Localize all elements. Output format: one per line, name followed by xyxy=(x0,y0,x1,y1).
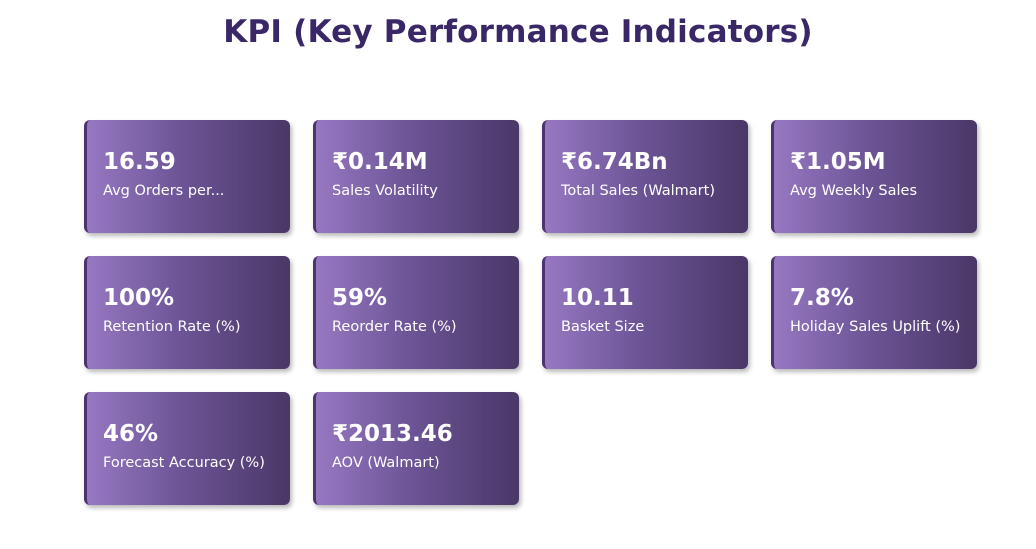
kpi-label: Forecast Accuracy (%) xyxy=(103,455,265,471)
kpi-label: Reorder Rate (%) xyxy=(332,319,457,335)
kpi-card-avg-orders[interactable]: 16.59 Avg Orders per... xyxy=(84,120,290,233)
kpi-value: 16.59 xyxy=(103,149,176,175)
kpi-value: 59% xyxy=(332,285,388,311)
kpi-card-sales-volatility[interactable]: ₹0.14M Sales Volatility xyxy=(313,120,519,233)
kpi-label: Basket Size xyxy=(561,319,645,335)
kpi-card-basket-size[interactable]: 10.11 Basket Size xyxy=(542,256,748,369)
kpi-value: ₹0.14M xyxy=(332,149,428,175)
kpi-label: Holiday Sales Uplift (%) xyxy=(790,319,961,335)
kpi-card-retention-rate[interactable]: 100% Retention Rate (%) xyxy=(84,256,290,369)
kpi-card-holiday-sales-uplift[interactable]: 7.8% Holiday Sales Uplift (%) xyxy=(771,256,977,369)
kpi-card-total-sales[interactable]: ₹6.74Bn Total Sales (Walmart) xyxy=(542,120,748,233)
kpi-value: 7.8% xyxy=(790,285,854,311)
kpi-card-forecast-accuracy[interactable]: 46% Forecast Accuracy (%) xyxy=(84,392,290,505)
page-title: KPI (Key Performance Indicators) xyxy=(223,14,813,50)
kpi-label: Avg Orders per... xyxy=(103,183,225,199)
kpi-label: Avg Weekly Sales xyxy=(790,183,918,199)
kpi-value: ₹1.05M xyxy=(790,149,886,175)
kpi-grid: 16.59 Avg Orders per... ₹0.14M Sales Vol… xyxy=(84,120,977,505)
kpi-card-reorder-rate[interactable]: 59% Reorder Rate (%) xyxy=(313,256,519,369)
kpi-card-aov[interactable]: ₹2013.46 AOV (Walmart) xyxy=(313,392,519,505)
kpi-value: ₹2013.46 xyxy=(332,421,453,447)
kpi-label: Total Sales (Walmart) xyxy=(561,183,715,199)
kpi-card-avg-weekly-sales[interactable]: ₹1.05M Avg Weekly Sales xyxy=(771,120,977,233)
kpi-label: Retention Rate (%) xyxy=(103,319,241,335)
kpi-label: Sales Volatility xyxy=(332,183,438,199)
kpi-value: 100% xyxy=(103,285,175,311)
kpi-label: AOV (Walmart) xyxy=(332,455,440,471)
kpi-value: 10.11 xyxy=(561,285,634,311)
kpi-value: ₹6.74Bn xyxy=(561,149,668,175)
kpi-value: 46% xyxy=(103,421,159,447)
